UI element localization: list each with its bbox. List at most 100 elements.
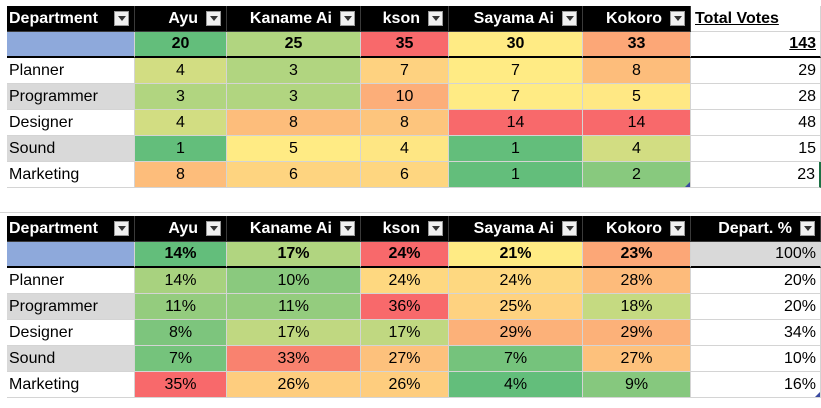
value-cell[interactable]: 4% (449, 372, 583, 398)
value-cell[interactable]: 6 (227, 162, 361, 188)
value-cell[interactable]: 10% (227, 268, 361, 294)
value-cell[interactable]: 29% (449, 320, 583, 346)
dept-cell[interactable]: Sound (7, 346, 135, 372)
value-cell[interactable]: 1 (449, 136, 583, 162)
total-ayu[interactable]: 14% (135, 242, 227, 268)
filter-dropdown-icon[interactable] (800, 220, 815, 236)
value-cell[interactable]: 3 (227, 58, 361, 84)
value-cell[interactable]: 1 (135, 136, 227, 162)
value-cell[interactable]: 26% (227, 372, 361, 398)
row-total-cell[interactable]: 48 (691, 110, 821, 136)
filter-dropdown-icon[interactable] (114, 10, 129, 26)
filter-dropdown-icon[interactable] (562, 10, 577, 26)
row-percent-cell[interactable]: 20% (691, 268, 821, 294)
value-cell[interactable]: 26% (361, 372, 449, 398)
value-cell[interactable]: 36% (361, 294, 449, 320)
dept-cell[interactable]: Sound (7, 136, 135, 162)
row-percent-cell[interactable]: 20% (691, 294, 821, 320)
row-percent-cell[interactable]: 10% (691, 346, 821, 372)
filter-dropdown-icon[interactable] (428, 220, 443, 236)
total-sayama-ai[interactable]: 21% (449, 242, 583, 268)
value-cell[interactable]: 4 (583, 136, 691, 162)
header-sayama-ai[interactable]: Sayama Ai (449, 6, 583, 32)
totals-label-cell[interactable] (7, 242, 135, 268)
value-cell[interactable]: 4 (135, 110, 227, 136)
grand-total-percent[interactable]: 100% (691, 242, 821, 268)
value-cell[interactable]: 14 (449, 110, 583, 136)
value-cell[interactable]: 4 (361, 136, 449, 162)
row-total-cell[interactable]: 23 (691, 162, 821, 188)
row-percent-cell[interactable]: 34% (691, 320, 821, 346)
value-cell[interactable]: 3 (135, 84, 227, 110)
total-kokoro[interactable]: 23% (583, 242, 691, 268)
value-cell[interactable]: 11% (135, 294, 227, 320)
filter-dropdown-icon[interactable] (114, 220, 129, 236)
header-kaname-ai[interactable]: Kaname Ai (227, 216, 361, 242)
value-cell[interactable]: 7% (135, 346, 227, 372)
row-total-cell[interactable]: 15 (691, 136, 821, 162)
value-cell[interactable]: 3 (227, 84, 361, 110)
filter-dropdown-icon[interactable] (206, 220, 221, 236)
value-cell[interactable]: 9% (583, 372, 691, 398)
dept-cell[interactable]: Designer (7, 320, 135, 346)
filter-dropdown-icon[interactable] (670, 220, 685, 236)
value-cell[interactable]: 8 (227, 110, 361, 136)
value-cell[interactable]: 18% (583, 294, 691, 320)
value-cell[interactable]: 7% (449, 346, 583, 372)
header-total-votes[interactable]: Total Votes (691, 6, 821, 32)
value-cell[interactable]: 8% (135, 320, 227, 346)
value-cell[interactable]: 11% (227, 294, 361, 320)
value-cell[interactable]: 24% (361, 268, 449, 294)
total-kokoro[interactable]: 33 (583, 32, 691, 58)
header-kokoro[interactable]: Kokoro (583, 6, 691, 32)
row-percent-cell[interactable]: 16% (691, 372, 821, 398)
value-cell[interactable]: 27% (583, 346, 691, 372)
dept-cell[interactable]: Planner (7, 268, 135, 294)
header-kson[interactable]: kson (361, 216, 449, 242)
header-ayu[interactable]: Ayu (135, 6, 227, 32)
header-depart-percent[interactable]: Depart. % (691, 216, 821, 242)
value-cell[interactable]: 35% (135, 372, 227, 398)
dept-cell[interactable]: Programmer (7, 294, 135, 320)
table-resize-handle-icon[interactable] (685, 182, 690, 187)
dept-cell[interactable]: Marketing (7, 162, 135, 188)
value-cell[interactable]: 25% (449, 294, 583, 320)
row-total-cell[interactable]: 28 (691, 84, 821, 110)
value-cell[interactable]: 1 (449, 162, 583, 188)
value-cell[interactable]: 27% (361, 346, 449, 372)
grand-total[interactable]: 143 (691, 32, 821, 58)
value-cell[interactable]: 29% (583, 320, 691, 346)
header-department[interactable]: Department (7, 216, 135, 242)
total-kaname-ai[interactable]: 25 (227, 32, 361, 58)
value-cell[interactable]: 7 (449, 58, 583, 84)
filter-dropdown-icon[interactable] (340, 220, 355, 236)
header-sayama-ai[interactable]: Sayama Ai (449, 216, 583, 242)
value-cell[interactable]: 10 (361, 84, 449, 110)
dept-cell[interactable]: Designer (7, 110, 135, 136)
value-cell[interactable]: 14 (583, 110, 691, 136)
value-cell[interactable]: 7 (361, 58, 449, 84)
header-kaname-ai[interactable]: Kaname Ai (227, 6, 361, 32)
value-cell[interactable]: 17% (361, 320, 449, 346)
total-kaname-ai[interactable]: 17% (227, 242, 361, 268)
value-cell[interactable]: 7 (449, 84, 583, 110)
filter-dropdown-icon[interactable] (340, 10, 355, 26)
filter-dropdown-icon[interactable] (562, 220, 577, 236)
total-kson[interactable]: 24% (361, 242, 449, 268)
value-cell[interactable]: 6 (361, 162, 449, 188)
value-cell[interactable]: 2 (583, 162, 691, 188)
value-cell[interactable]: 17% (227, 320, 361, 346)
value-cell[interactable]: 5 (227, 136, 361, 162)
value-cell[interactable]: 28% (583, 268, 691, 294)
value-cell[interactable]: 24% (449, 268, 583, 294)
filter-dropdown-icon[interactable] (428, 10, 443, 26)
dept-cell[interactable]: Planner (7, 58, 135, 84)
value-cell[interactable]: 8 (135, 162, 227, 188)
header-department[interactable]: Department (7, 6, 135, 32)
header-kokoro[interactable]: Kokoro (583, 216, 691, 242)
row-total-cell[interactable]: 29 (691, 58, 821, 84)
filter-dropdown-icon[interactable] (206, 10, 221, 26)
total-kson[interactable]: 35 (361, 32, 449, 58)
header-kson[interactable]: kson (361, 6, 449, 32)
value-cell[interactable]: 5 (583, 84, 691, 110)
